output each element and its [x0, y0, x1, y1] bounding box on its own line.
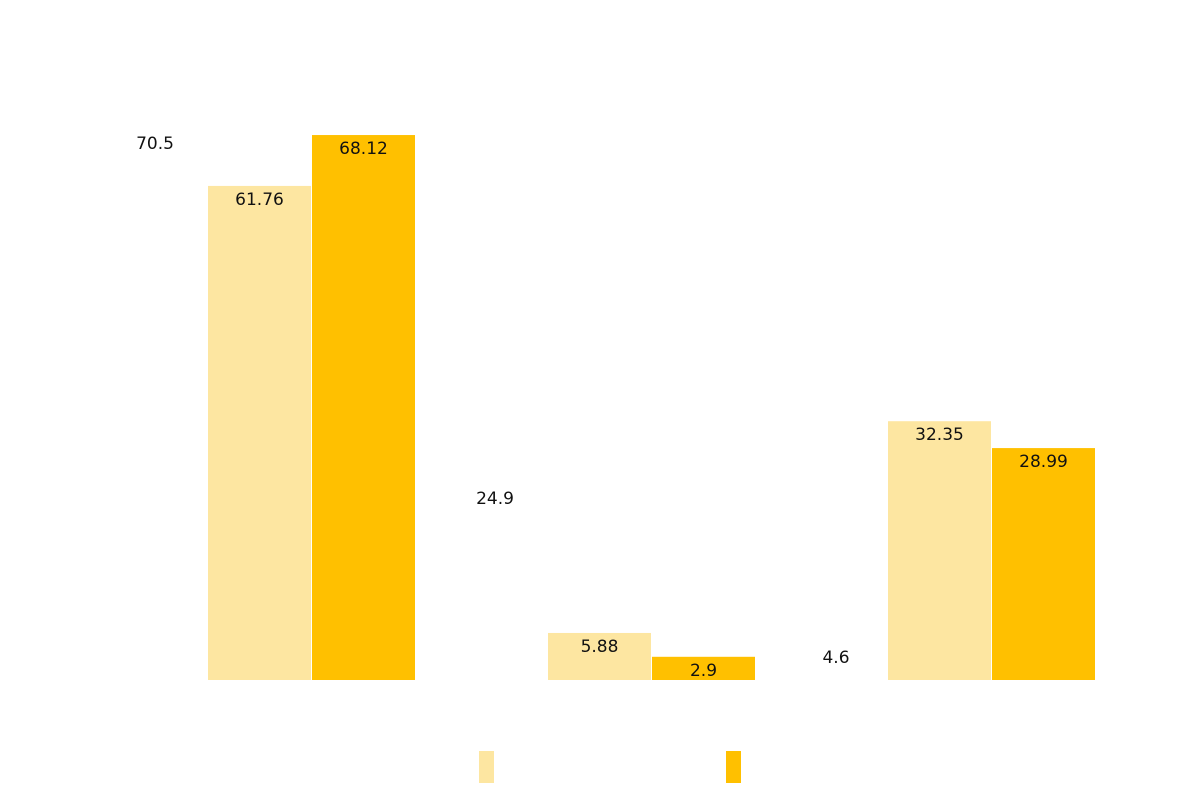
- bar-value-label: 28.99: [1019, 452, 1068, 472]
- annotation-label: 24.9: [476, 489, 514, 509]
- bar: [548, 632, 651, 680]
- value-labels-layer: 61.76 5.88 32.35 68.12 2.9 28.99: [235, 139, 1068, 681]
- bar-value-label: 2.9: [690, 661, 717, 681]
- annotations-layer: 70.5 24.9 4.6: [136, 134, 849, 668]
- legend-swatch-series-1: [479, 751, 494, 783]
- legend: [479, 751, 741, 783]
- annotation-label: 70.5: [136, 134, 174, 154]
- bar: [992, 448, 1095, 680]
- bar-value-label: 5.88: [581, 637, 619, 657]
- bar: [652, 656, 755, 680]
- bar-value-label: 61.76: [235, 190, 284, 210]
- bar-value-label: 32.35: [915, 425, 964, 445]
- annotation-label: 4.6: [822, 648, 849, 668]
- bar: [312, 135, 415, 681]
- bar: [208, 185, 311, 681]
- bar: [888, 421, 991, 680]
- legend-swatch-series-2: [726, 751, 741, 783]
- bar-value-label: 68.12: [339, 139, 388, 159]
- bars-layer: [208, 135, 1095, 681]
